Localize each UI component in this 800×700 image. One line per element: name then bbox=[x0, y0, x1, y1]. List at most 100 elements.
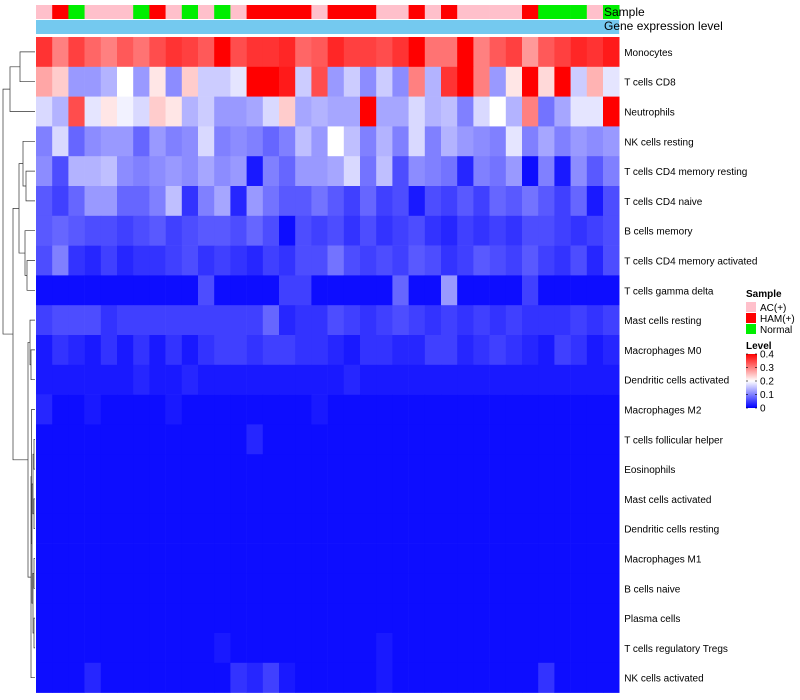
heatmap-cell bbox=[360, 394, 377, 425]
heatmap-cell bbox=[133, 96, 150, 127]
heatmap-cell bbox=[100, 126, 118, 157]
heatmap-cell bbox=[441, 186, 458, 217]
heatmap-cell bbox=[262, 633, 280, 664]
heatmap-cell bbox=[376, 66, 393, 97]
heatmap-cell bbox=[198, 66, 215, 97]
heatmap-cell bbox=[554, 335, 571, 366]
heatmap-cell bbox=[52, 513, 69, 544]
heatmap-cell bbox=[230, 543, 247, 574]
heatmap-cell bbox=[441, 573, 458, 604]
sample-cell bbox=[603, 5, 620, 19]
heatmap-cell bbox=[473, 603, 490, 634]
heatmap-cell bbox=[133, 275, 150, 306]
heatmap-cell bbox=[554, 37, 571, 68]
heatmap-cell bbox=[441, 603, 458, 634]
heatmap-cell bbox=[198, 305, 215, 336]
heatmap-cell bbox=[181, 573, 199, 604]
heatmap-cell bbox=[262, 454, 280, 485]
heatmap-cell bbox=[295, 662, 312, 693]
heatmap-cell bbox=[295, 484, 312, 515]
heatmap-cell bbox=[133, 156, 150, 187]
sample-cell bbox=[198, 5, 215, 19]
heatmap-cell bbox=[230, 603, 247, 634]
heatmap-cell bbox=[408, 126, 426, 157]
heatmap-cell bbox=[473, 454, 490, 485]
heatmap-cell bbox=[165, 573, 183, 604]
heatmap-cell bbox=[295, 156, 312, 187]
heatmap-cell bbox=[68, 245, 85, 276]
heatmap-cell bbox=[52, 37, 69, 68]
heatmap-cell bbox=[360, 245, 377, 276]
heatmap-cell bbox=[505, 633, 523, 664]
heatmap-cell bbox=[489, 186, 507, 217]
row-label: T cells CD4 naive bbox=[624, 197, 703, 208]
heatmap-cell bbox=[295, 394, 312, 425]
heatmap-cell bbox=[84, 603, 102, 634]
heatmap-cell bbox=[36, 573, 53, 604]
heatmap-cell bbox=[198, 662, 215, 693]
heatmap-cell bbox=[165, 513, 183, 544]
heatmap-cell bbox=[84, 156, 102, 187]
heatmap-cell bbox=[505, 215, 523, 246]
heatmap-cell bbox=[230, 335, 247, 366]
heatmap-cell bbox=[473, 186, 490, 217]
heatmap-cell bbox=[117, 335, 134, 366]
heatmap-cell bbox=[181, 364, 199, 395]
heatmap-cell bbox=[327, 513, 345, 544]
heatmap-cell bbox=[133, 424, 150, 455]
heatmap-cell bbox=[117, 513, 134, 544]
heatmap-cell bbox=[36, 275, 53, 306]
sample-cell bbox=[441, 5, 458, 19]
heatmap-cell bbox=[457, 633, 474, 664]
heatmap-cell bbox=[246, 573, 264, 604]
heatmap-cell bbox=[181, 126, 199, 157]
heatmap-cell bbox=[279, 633, 296, 664]
heatmap-cell bbox=[586, 335, 604, 366]
row-label: Neutrophils bbox=[624, 108, 675, 119]
heatmap-cell bbox=[246, 662, 264, 693]
heatmap-cell bbox=[586, 394, 604, 425]
heatmap-cell bbox=[392, 156, 409, 187]
heatmap-cell bbox=[522, 37, 539, 68]
heatmap-cell bbox=[100, 424, 118, 455]
heatmap-cell bbox=[570, 335, 588, 366]
heatmap-cell bbox=[279, 364, 296, 395]
heatmap-cell bbox=[262, 364, 280, 395]
heatmap-cell bbox=[505, 126, 523, 157]
heatmap-cell bbox=[181, 215, 199, 246]
sample-cell bbox=[505, 5, 523, 19]
heatmap-cell bbox=[343, 275, 361, 306]
heatmap-cell bbox=[522, 245, 539, 276]
heatmap-cell bbox=[214, 543, 231, 574]
heatmap-cell bbox=[117, 186, 134, 217]
dendrogram-branch bbox=[18, 163, 25, 254]
heatmap-cell bbox=[603, 96, 620, 127]
heatmap-cell bbox=[68, 364, 85, 395]
heatmap-cell bbox=[343, 454, 361, 485]
sample-cell bbox=[84, 5, 102, 19]
heatmap-cell bbox=[343, 126, 361, 157]
heatmap-cell bbox=[570, 543, 588, 574]
heatmap-cell bbox=[327, 364, 345, 395]
heatmap-cell bbox=[181, 96, 199, 127]
heatmap-cell bbox=[554, 66, 571, 97]
heatmap-cell bbox=[295, 66, 312, 97]
heatmap-cell bbox=[343, 424, 361, 455]
heatmap-cell bbox=[52, 573, 69, 604]
heatmap-cell bbox=[133, 305, 150, 336]
heatmap-cell bbox=[392, 96, 409, 127]
heatmap-cell bbox=[327, 543, 345, 574]
heatmap-cell bbox=[149, 573, 166, 604]
heatmap-cell bbox=[522, 454, 539, 485]
heatmap-cell bbox=[295, 96, 312, 127]
heatmap-cell bbox=[198, 215, 215, 246]
heatmap-cell bbox=[100, 364, 118, 395]
heatmap-cell bbox=[311, 573, 328, 604]
heatmap-cell bbox=[489, 215, 507, 246]
heatmap-cell bbox=[246, 633, 264, 664]
heatmap-cell bbox=[133, 633, 150, 664]
heatmap-cell bbox=[473, 96, 490, 127]
heatmap-cell bbox=[133, 513, 150, 544]
heatmap-cell bbox=[149, 305, 166, 336]
